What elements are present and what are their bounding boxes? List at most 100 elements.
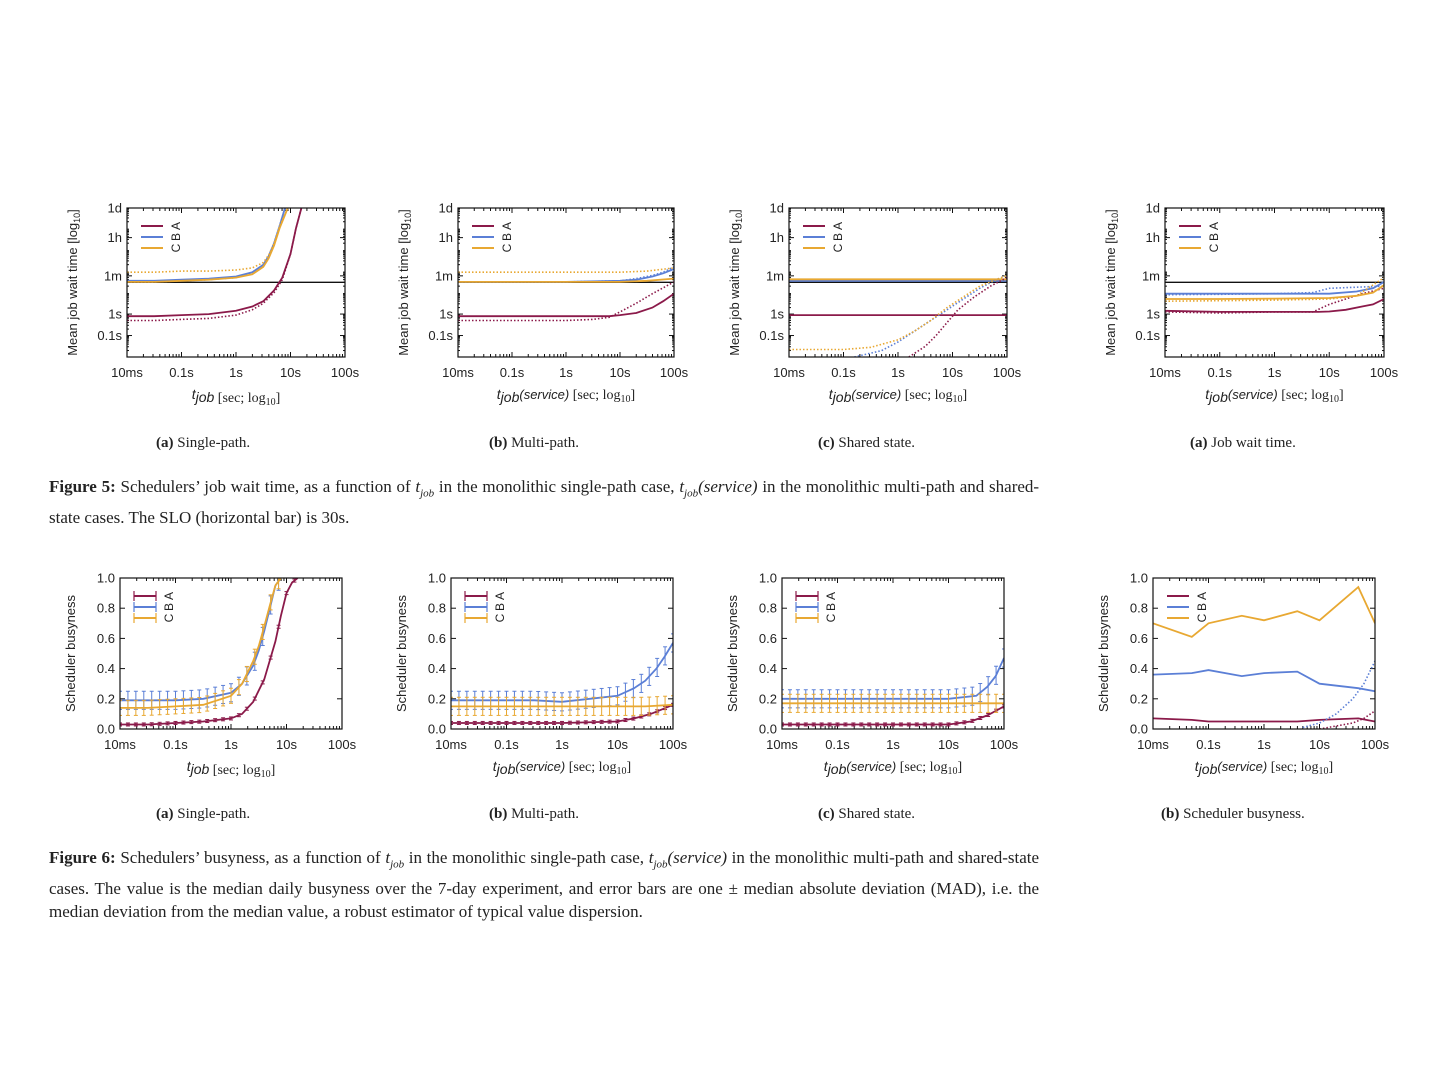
x-label-var: t (192, 386, 197, 402)
caption-variable: tjob (385, 848, 404, 870)
subcaption-tag: (b) (489, 435, 508, 451)
plot-frame (450, 577, 674, 730)
y-label-end: ] (1103, 209, 1118, 213)
error-bar-c (165, 698, 170, 715)
x-label-unit-end: ] (276, 391, 281, 406)
y-tick-label: 0.6 (1130, 631, 1148, 646)
error-bar-c (615, 696, 620, 716)
error-bar-c (252, 648, 257, 665)
caption-text: in the monolithic multi-path and shared-… (49, 848, 1040, 922)
x-label-unit: [sec; log (565, 760, 616, 775)
series-line-b (1153, 669, 1375, 693)
error-bar-a (544, 720, 549, 725)
error-bar-c (607, 696, 612, 716)
plot-frame (126, 207, 346, 358)
caption-text: in the monolithic single-path case, (438, 477, 675, 496)
x-tick-label: 1s (229, 365, 243, 380)
legend-label: C (169, 243, 183, 252)
error-bar-b (671, 633, 673, 653)
y-tick-label: 1h (108, 230, 122, 245)
x-tick-label: 10ms (435, 737, 467, 752)
legend-label: B (1207, 233, 1221, 241)
legend-label: A (1195, 592, 1209, 600)
error-bar-a (149, 722, 154, 727)
error-bar-c (1002, 693, 1004, 713)
y-axis-label: Mean job wait time [log10] (396, 209, 413, 356)
error-bar-a (260, 680, 265, 685)
error-bar-c (843, 693, 848, 713)
var-suffix: (service) (667, 848, 727, 867)
series-line-a (1165, 298, 1384, 313)
error-bar-a (197, 719, 202, 724)
series-line-b-dotted (854, 274, 1007, 357)
y-tick-label: 1d (439, 201, 453, 216)
plot-frame (1164, 207, 1385, 358)
x-axis-label: tjob(service) [sec; log10] (829, 386, 967, 405)
var-symbol: t (648, 848, 654, 867)
error-bar-c (205, 695, 210, 712)
x-label-sub: job (1197, 761, 1218, 777)
error-bar-c (149, 699, 154, 716)
x-label-unit-sub: 10 (261, 769, 271, 780)
x-label-unit-sub: 10 (953, 394, 963, 405)
error-bar-c (930, 693, 935, 713)
error-bar-a (236, 713, 241, 718)
legend-label: B (831, 233, 845, 241)
x-label-unit: [sec; log (1267, 760, 1318, 775)
error-bar-a (567, 720, 572, 725)
y-tick-label: 1h (770, 230, 784, 245)
legend-label: B (1195, 603, 1209, 611)
y-label-text: Scheduler busyness (394, 594, 409, 712)
x-tick-label: 1s (891, 365, 905, 380)
var-symbol: t (415, 477, 421, 496)
y-tick-label: 0.4 (759, 661, 777, 676)
y-label-sub: 10 (1110, 213, 1120, 223)
x-tick-label: 0.1s (169, 365, 194, 380)
subcaption-tag: (c) (818, 435, 835, 451)
error-bar-a (978, 715, 983, 721)
x-axis-label: tjob(service) [sec; log10] (824, 758, 962, 777)
y-tick-label: 1s (770, 307, 784, 322)
caption-variable: tjob(service) (648, 848, 727, 870)
y-tick-label: 1h (1146, 230, 1160, 245)
series-line-c (1153, 585, 1375, 638)
fig5-subcaption-a: (a) Single-path. (156, 435, 250, 452)
x-axis-label: tjob(service) [sec; log10] (1195, 758, 1333, 777)
error-bar-c (859, 693, 864, 713)
x-label-sub: job (194, 389, 215, 405)
error-bar-a (560, 720, 564, 725)
error-bar-b (120, 690, 122, 710)
x-label-sub: job (831, 389, 852, 405)
x-tick-label: 100s (1370, 365, 1399, 380)
x-label-suffix: (service) (519, 387, 569, 402)
error-bar-a (615, 719, 620, 724)
error-bar-a (284, 591, 289, 596)
legend-item-c: C (1167, 613, 1209, 622)
x-label-unit: [sec; log (214, 391, 265, 406)
error-bar-c (141, 699, 146, 716)
y-tick-label: 0.8 (97, 601, 115, 616)
y-tick-label: 0.0 (1130, 722, 1148, 737)
x-label-unit-sub: 10 (621, 394, 631, 405)
y-tick-label: 0.4 (97, 661, 115, 676)
y-label-text: Scheduler busyness (63, 594, 78, 712)
y-label-sub: 10 (403, 213, 413, 223)
y-tick-label: 1.0 (1130, 571, 1148, 586)
error-bar-a (623, 718, 628, 723)
error-bar-c (221, 690, 226, 707)
error-bar-b (663, 646, 668, 666)
series-line-c (1165, 284, 1384, 300)
error-bar-a (827, 722, 832, 727)
x-label-sub: job (189, 761, 210, 777)
error-bar-a (970, 718, 975, 723)
error-bar-c (795, 693, 800, 713)
legend-item-c: C (803, 243, 845, 252)
legend-label: C (162, 613, 176, 622)
error-bar-b (655, 657, 660, 678)
series-line-c-dotted (458, 267, 674, 274)
fig5-subcaption-b: (b) Multi-path. (489, 435, 579, 452)
x-axis-label: tjob [sec; log10] (187, 758, 276, 780)
error-bar-c (451, 696, 453, 716)
var-subscript: job (684, 487, 699, 500)
